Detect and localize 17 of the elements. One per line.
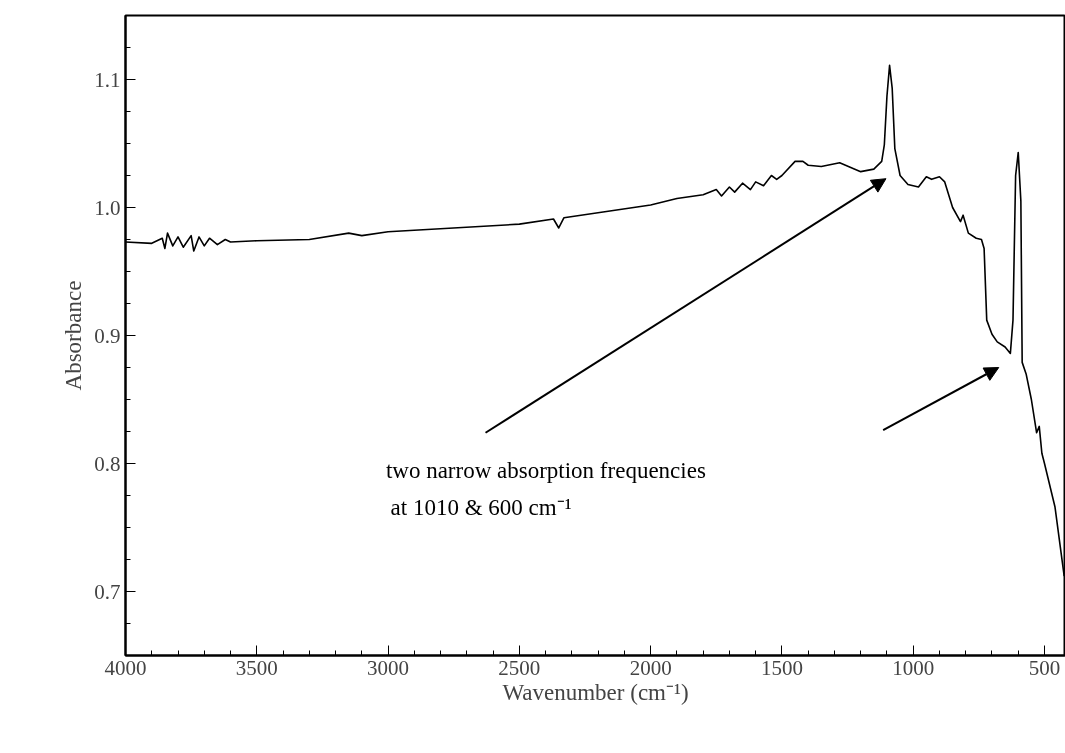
x-tick-label: 4000 [104, 655, 147, 680]
x-tick-label: 1500 [760, 655, 803, 680]
x-axis-title: Wavenumber (cm⁻¹) [502, 679, 689, 705]
x-tick-label: 2500 [498, 655, 541, 680]
y-tick-label: 1.1 [94, 67, 121, 92]
y-tick-label: 1.0 [94, 195, 121, 220]
y-tick-label: 0.9 [94, 323, 121, 348]
y-tick-label: 0.8 [94, 451, 121, 476]
annotation: two narrow absorption frequencies [385, 457, 706, 483]
x-tick-label: 3500 [235, 655, 278, 680]
y-axis-title: Absorbance [61, 280, 87, 391]
x-tick-label: 2000 [629, 655, 672, 680]
x-tick-label: 3000 [367, 655, 410, 680]
x-tick-label: 500 [1028, 655, 1061, 680]
y-tick-label: 0.7 [94, 579, 121, 604]
x-tick-label: 1000 [892, 655, 935, 680]
annotation: at 1010 & 600 cm⁻¹ [390, 494, 572, 520]
